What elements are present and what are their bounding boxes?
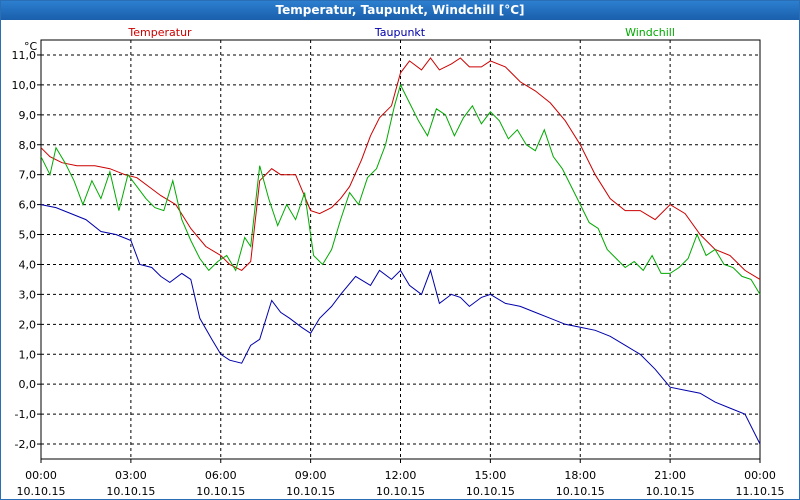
chart-title: Temperatur, Taupunkt, Windchill [°C] [275, 3, 525, 17]
series-line-windchill [40, 83, 761, 295]
x-tick-time-label: 09:00 [295, 469, 327, 482]
y-tick-label: 7,0 [19, 169, 37, 182]
x-tick-time-label: 15:00 [475, 469, 507, 482]
x-tick-time-label: 12:00 [385, 469, 417, 482]
x-tick-date-label: 10.10.15 [556, 485, 605, 498]
y-tick-label: 11,0 [12, 49, 37, 62]
y-tick-label: 8,0 [19, 139, 37, 152]
y-tick-label: 10,0 [12, 79, 37, 92]
x-tick-time-label: 18:00 [564, 469, 596, 482]
title-bar: Temperatur, Taupunkt, Windchill [°C] [1, 1, 799, 20]
y-tick-label: 4,0 [19, 258, 37, 271]
y-tick-label: 6,0 [19, 199, 37, 212]
y-tick-label: -1,0 [15, 408, 36, 421]
legend-item-temperatur: Temperatur [127, 26, 192, 39]
x-tick-date-label: 10.10.15 [106, 485, 155, 498]
y-tick-label: 9,0 [19, 109, 37, 122]
x-tick-date-label: 10.10.15 [286, 485, 335, 498]
x-tick-date-label: 10.10.15 [196, 485, 245, 498]
x-tick-time-label: 21:00 [654, 469, 686, 482]
series-line-taupunkt [40, 204, 761, 445]
x-tick-time-label: 00:00 [744, 469, 776, 482]
x-tick-date-label: 10.10.15 [376, 485, 425, 498]
legend-item-windchill: Windchill [625, 26, 675, 39]
y-axis: -2,0 -1,0 0,0 1,0 2,0 3,0 4,0 5,0 6,0 7,0 8,0 9,0 10… [12, 49, 41, 451]
y-tick-label: -2,0 [15, 438, 36, 451]
x-tick-date-label: 11.10.15 [736, 485, 785, 498]
x-tick-time-label: 06:00 [205, 469, 237, 482]
x-tick-time-label: 03:00 [115, 469, 147, 482]
y-tick-label: 3,0 [19, 288, 37, 301]
series-group [40, 57, 761, 445]
legend-item-taupunkt: Taupunkt [374, 26, 426, 39]
y-axis-label: °C [24, 40, 38, 53]
series-line-temperatur [40, 57, 761, 280]
x-tick-date-label: 10.10.15 [646, 485, 695, 498]
x-tick-date-label: 10.10.15 [17, 485, 66, 498]
legend: Temperatur Taupunkt Windchill [127, 26, 675, 39]
y-tick-label: 1,0 [19, 348, 37, 361]
grid [41, 40, 760, 459]
x-tick-time-label: 00:00 [25, 469, 57, 482]
y-tick-label: 5,0 [19, 229, 37, 242]
x-tick-date-label: 10.10.15 [466, 485, 515, 498]
y-tick-label: 0,0 [19, 378, 37, 391]
x-axis: 00:00 10.10.15 03:00 10.10.15 06:00 10.10.15 0… [17, 459, 785, 498]
y-tick-label: 2,0 [19, 318, 37, 331]
